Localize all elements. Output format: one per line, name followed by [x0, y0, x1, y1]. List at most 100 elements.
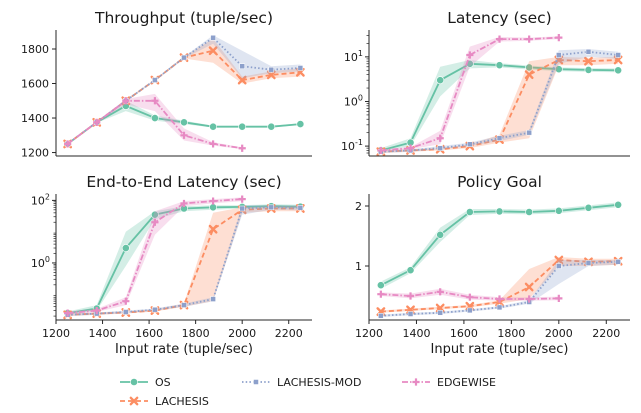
confidence-band: [67, 35, 301, 144]
data-point: [436, 134, 444, 142]
data-point: [152, 306, 158, 313]
legend-marker: [253, 379, 259, 385]
x-tick-label: 1600: [135, 327, 163, 340]
series-line: [67, 205, 301, 314]
data-point: [122, 297, 130, 305]
legend-item-lachesis: LACHESIS: [120, 395, 209, 408]
y-tick-label: 1800: [21, 43, 49, 56]
data-point: [93, 306, 101, 315]
data-point: [209, 122, 217, 131]
data-point: [64, 140, 72, 148]
y-tick-label: 100: [31, 255, 50, 270]
data-point: [121, 244, 130, 252]
data-point: [238, 122, 247, 131]
x-tick-label: 2200: [275, 327, 303, 340]
series-edgewise: [64, 93, 246, 152]
data-point: [467, 307, 473, 314]
data-point: [614, 200, 623, 209]
data-point: [554, 65, 563, 74]
x-axis-label: Input rate (tuple/sec): [115, 342, 253, 357]
data-point: [377, 146, 385, 155]
data-point: [151, 218, 159, 226]
chart-title: Policy Goal: [457, 173, 542, 191]
data-point: [613, 55, 623, 65]
data-point: [208, 46, 218, 56]
x-tick-label: 1200: [355, 327, 383, 340]
data-point: [376, 281, 385, 290]
data-point: [266, 70, 276, 80]
data-point: [465, 208, 474, 216]
legend-label: EDGEWISE: [437, 376, 496, 389]
series-os: [63, 202, 305, 317]
data-point: [93, 118, 101, 126]
legend-label: LACHESIS: [155, 395, 209, 408]
data-point: [377, 290, 385, 298]
data-point: [554, 206, 563, 215]
confidence-band: [67, 204, 301, 315]
y-tick-label: 102: [31, 192, 50, 207]
data-point: [267, 122, 276, 131]
data-point: [122, 97, 130, 105]
data-point: [238, 144, 246, 152]
data-point: [437, 145, 443, 151]
chart-title: Throughput (tuple/sec): [94, 9, 273, 27]
data-point: [378, 313, 384, 319]
data-point: [495, 35, 504, 43]
data-point: [554, 255, 564, 265]
data-point: [152, 77, 158, 83]
x-tick-label: 1800: [497, 327, 525, 340]
data-point: [406, 266, 415, 275]
series-edgewise: [64, 195, 246, 317]
legend-item-os: OS: [120, 376, 171, 389]
data-point: [525, 63, 534, 72]
chart-panel-latency-sec: Latency (sec) 10-1 100 101: [341, 9, 630, 157]
chart-panel-throughput-tuple-sec: Throughput (tuple/sec) 1200 1400 1600 1800: [21, 9, 312, 160]
data-point: [297, 65, 304, 71]
data-point: [614, 66, 623, 75]
data-point: [297, 205, 304, 211]
series-line: [67, 36, 301, 145]
data-point: [209, 197, 217, 205]
data-point: [268, 204, 275, 211]
data-point: [615, 52, 621, 58]
chart-panel-end-to-end-latency-sec: End-to-End Latency (sec) 100 102 1200 1400 16…: [31, 173, 312, 357]
data-point: [526, 129, 532, 136]
data-point: [524, 70, 534, 80]
confidence-band: [380, 288, 559, 301]
series-line: [380, 59, 619, 153]
data-point: [584, 203, 593, 212]
y-tick-label: 2: [355, 200, 362, 213]
legend-item-lachesis-mod: LACHESIS-MOD: [242, 376, 361, 389]
data-point: [495, 295, 504, 303]
data-point: [180, 131, 188, 139]
data-point: [151, 114, 159, 122]
data-point: [437, 310, 443, 316]
data-point: [467, 141, 473, 148]
y-tick-label: 1200: [21, 147, 49, 160]
x-tick-label: 1200: [42, 327, 70, 340]
data-point: [524, 282, 534, 292]
y-tick-label: 1: [355, 260, 362, 273]
legend-marker: [130, 378, 138, 386]
data-point: [239, 205, 245, 212]
y-tick-label: 1600: [21, 78, 49, 91]
data-point: [151, 97, 159, 105]
data-point: [151, 210, 159, 219]
data-point: [180, 118, 188, 127]
data-point: [436, 288, 444, 296]
data-point: [64, 309, 72, 317]
data-point: [209, 140, 217, 148]
x-tick-label: 1800: [182, 327, 210, 340]
data-point: [466, 51, 474, 59]
data-point: [584, 66, 593, 74]
x-tick-label: 1400: [89, 327, 117, 340]
y-tick-label: 10-1: [341, 138, 363, 153]
legend-item-edgewise: EDGEWISE: [402, 376, 496, 389]
data-point: [556, 52, 562, 58]
legend-label: LACHESIS-MOD: [277, 376, 361, 389]
legend-marker: [129, 396, 139, 406]
data-point: [407, 311, 414, 317]
chart-title: Latency (sec): [447, 9, 551, 27]
x-tick-label: 2000: [228, 327, 256, 340]
chart-title: End-to-End Latency (sec): [86, 173, 281, 191]
